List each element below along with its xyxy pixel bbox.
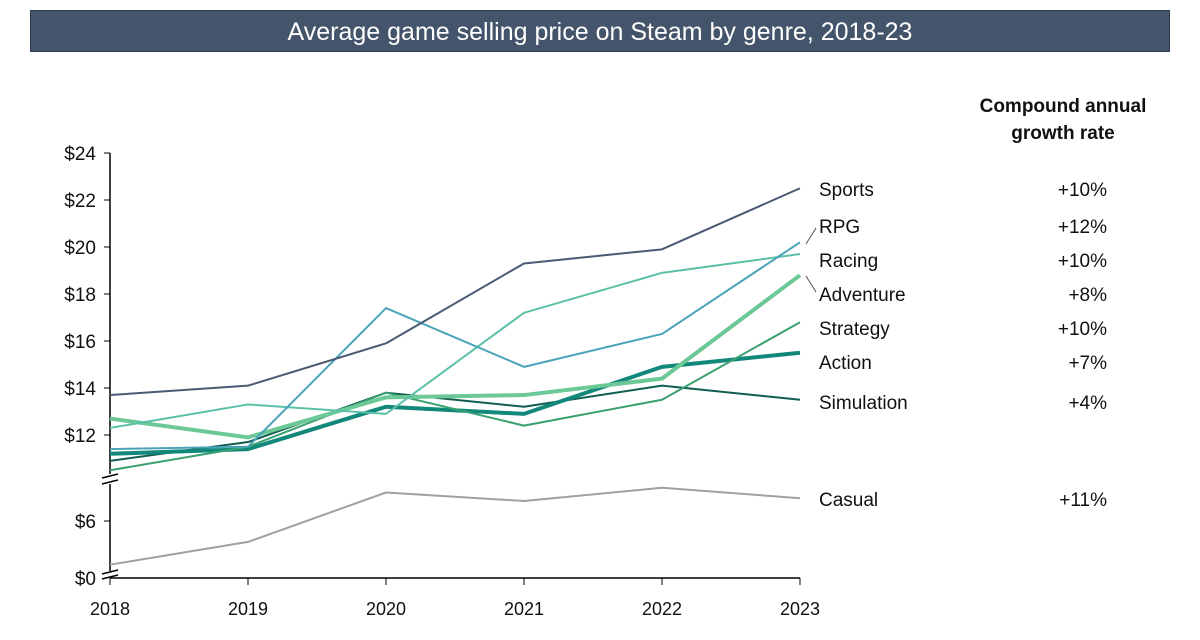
- x-tick-label: 2021: [504, 599, 544, 619]
- cagr-value-action: +7%: [1068, 353, 1107, 374]
- rpg-leader-line: [805, 227, 817, 245]
- chart-title: Average game selling price on Steam by g…: [30, 10, 1170, 52]
- y-tick-label: $6: [75, 512, 96, 533]
- series-label-racing: Racing: [819, 251, 878, 272]
- y-tick-label: $12: [64, 426, 96, 447]
- series-line-sports: [109, 187, 801, 397]
- axis-break-mark: [101, 473, 119, 479]
- series-line-casual: [109, 486, 801, 566]
- y-tick-label: $20: [64, 238, 96, 259]
- x-tick-label: 2019: [228, 599, 268, 619]
- series-line-racing: [109, 253, 801, 429]
- cagr-header: growth rate: [1011, 123, 1114, 144]
- adventure-leader-line: [805, 275, 817, 293]
- axis-break-mark: [101, 479, 119, 485]
- series-line-rpg: [109, 241, 801, 451]
- y-tick-label: $24: [64, 144, 96, 165]
- cagr-value-strategy: +10%: [1058, 319, 1107, 340]
- x-tick-label: 2023: [780, 599, 820, 619]
- series-label-strategy: Strategy: [819, 319, 890, 340]
- cagr-value-racing: +10%: [1058, 251, 1107, 272]
- cagr-header: Compound annual: [980, 96, 1147, 117]
- y-tick-label: $18: [64, 285, 96, 306]
- series-label-sports: Sports: [819, 180, 874, 201]
- x-tick-label: 2018: [90, 599, 130, 619]
- y-tick-label: $14: [64, 379, 96, 400]
- cagr-value-simulation: +4%: [1068, 393, 1107, 414]
- axis-break-mark: [101, 574, 119, 580]
- series-label-simulation: Simulation: [819, 393, 908, 414]
- series-line-adventure: [109, 273, 802, 440]
- series-label-action: Action: [819, 353, 872, 374]
- cagr-value-sports: +10%: [1058, 180, 1107, 201]
- cagr-value-adventure: +8%: [1068, 285, 1107, 306]
- x-tick-label: 2022: [642, 599, 682, 619]
- y-tick-label: $16: [64, 332, 96, 353]
- series-label-rpg: RPG: [819, 217, 860, 238]
- series-line-strategy: [109, 321, 801, 472]
- cagr-value-rpg: +12%: [1058, 217, 1107, 238]
- series-line-simulation: [109, 384, 801, 462]
- y-tick-label: $22: [64, 191, 96, 212]
- axis-break-mark: [101, 569, 119, 575]
- series-label-casual: Casual: [819, 490, 878, 511]
- x-tick-label: 2020: [366, 599, 406, 619]
- series-label-adventure: Adventure: [819, 285, 906, 306]
- series-line-action: [109, 350, 801, 456]
- cagr-value-casual: +11%: [1059, 490, 1107, 511]
- y-tick-label: $0: [75, 569, 96, 590]
